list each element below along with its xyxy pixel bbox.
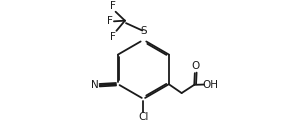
- Text: F: F: [110, 1, 115, 11]
- Text: OH: OH: [203, 79, 219, 90]
- Text: Cl: Cl: [138, 112, 149, 122]
- Text: F: F: [111, 32, 116, 42]
- Text: N: N: [91, 80, 99, 90]
- Text: S: S: [140, 26, 147, 36]
- Text: O: O: [191, 61, 200, 71]
- Text: F: F: [107, 16, 113, 26]
